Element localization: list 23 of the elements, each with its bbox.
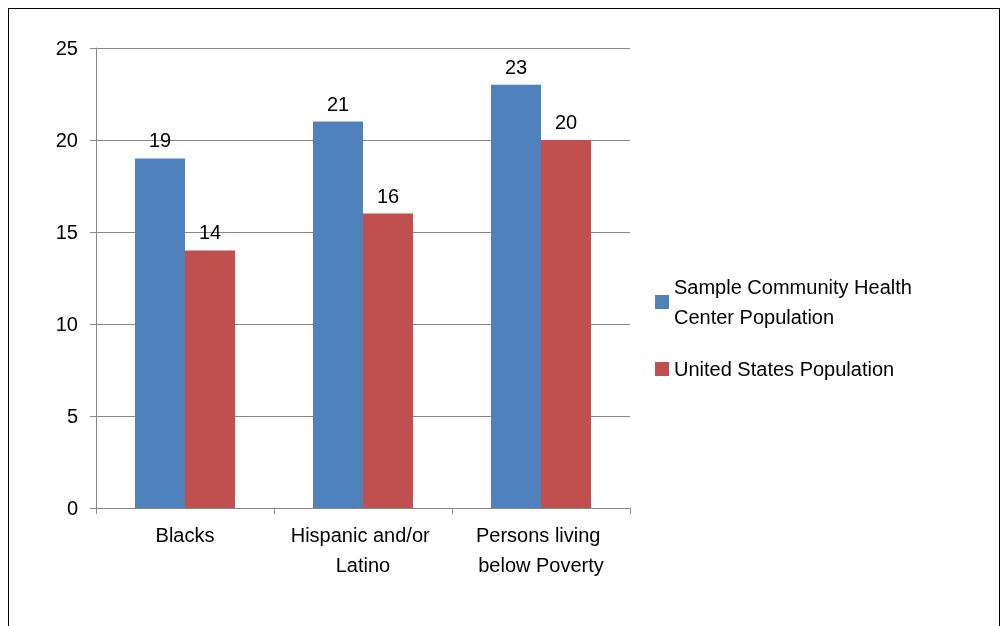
y-tick-label: 15: [55, 221, 78, 243]
data-label: 19: [148, 129, 172, 152]
legend-label: Sample Community Health Center Population: [674, 276, 918, 328]
x-tick-label: Persons living below Poverty: [475, 524, 607, 576]
bar: [541, 140, 591, 508]
y-tick-label: 20: [55, 129, 78, 151]
data-label: 21: [326, 92, 350, 115]
bar: [135, 158, 185, 508]
y-tick-label: 0: [66, 497, 78, 519]
data-label: 16: [376, 184, 400, 207]
bar: [313, 121, 363, 508]
data-label: 14: [198, 221, 222, 244]
data-label: 20: [554, 111, 578, 133]
bar: [185, 250, 235, 508]
bar: [363, 213, 413, 508]
x-tick-label: Hispanic and/or Latino: [290, 524, 436, 576]
y-tick-label: 5: [66, 405, 78, 427]
y-tick-label: 10: [55, 313, 78, 335]
legend-label: United States Population: [674, 358, 895, 380]
data-label: 23: [504, 55, 528, 78]
x-tick-label: Blacks: [155, 524, 215, 546]
bar: [491, 84, 541, 508]
y-tick-label: 25: [55, 37, 78, 59]
